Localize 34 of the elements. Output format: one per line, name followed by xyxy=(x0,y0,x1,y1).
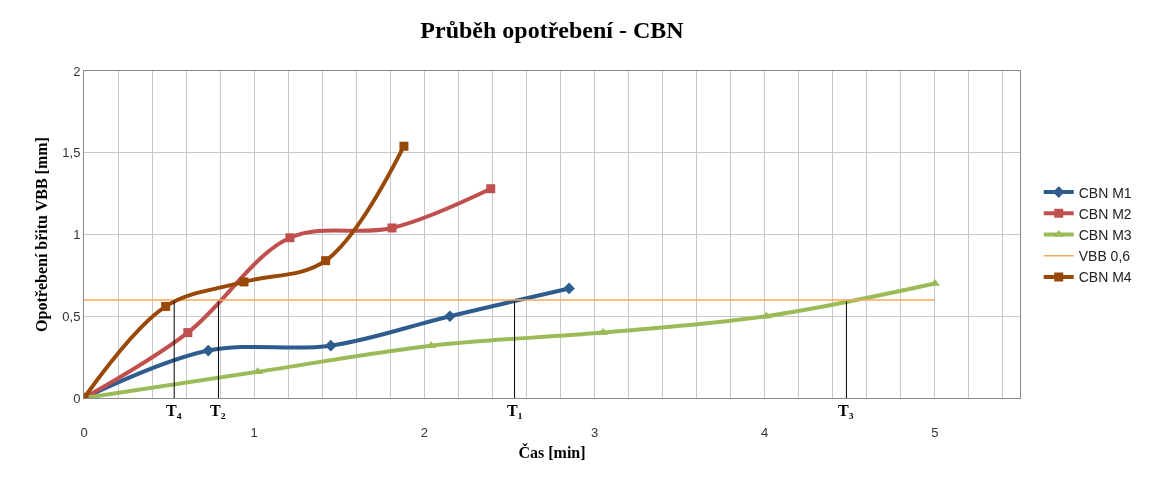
annotation: T₂ xyxy=(210,402,226,419)
legend-label: CBN M3 xyxy=(1078,226,1132,243)
x-tick-label: 4 xyxy=(761,424,769,440)
legend-label: CBN M4 xyxy=(1078,269,1132,286)
x-tick-label: 5 xyxy=(931,424,939,440)
y-tick-label: 0 xyxy=(73,390,81,406)
legend-label: VBB 0,6 xyxy=(1078,248,1131,265)
point xyxy=(444,310,456,323)
legend-label: CBN M2 xyxy=(1078,205,1132,222)
point xyxy=(202,344,215,357)
x-tick-label: 1 xyxy=(250,424,258,440)
point xyxy=(387,223,397,233)
annotation: T₄ xyxy=(166,402,182,419)
point xyxy=(239,277,249,287)
point xyxy=(161,301,171,311)
y-tick-label: 1,5 xyxy=(62,145,81,161)
x-tick-label: 3 xyxy=(590,424,599,440)
point xyxy=(761,311,772,319)
point xyxy=(486,184,496,194)
chart-title: Průběh opotřebení - CBN xyxy=(420,17,685,44)
y-tick-label: 0,5 xyxy=(62,308,81,324)
point xyxy=(285,233,295,243)
annotation: T₃ xyxy=(838,402,854,419)
point xyxy=(399,141,409,151)
point xyxy=(563,282,575,295)
annotation: T₁ xyxy=(507,402,523,419)
y-tick-label: 2 xyxy=(73,63,81,79)
point xyxy=(183,328,193,338)
y-tick-label: 1 xyxy=(73,227,81,243)
x-axis-title: Čas [min] xyxy=(518,443,586,462)
y-axis-title: Opotřebení břitu VBB [mm] xyxy=(33,137,52,332)
point xyxy=(321,256,331,266)
legend-label: CBN M1 xyxy=(1078,184,1132,201)
x-tick-label: 2 xyxy=(420,424,428,440)
